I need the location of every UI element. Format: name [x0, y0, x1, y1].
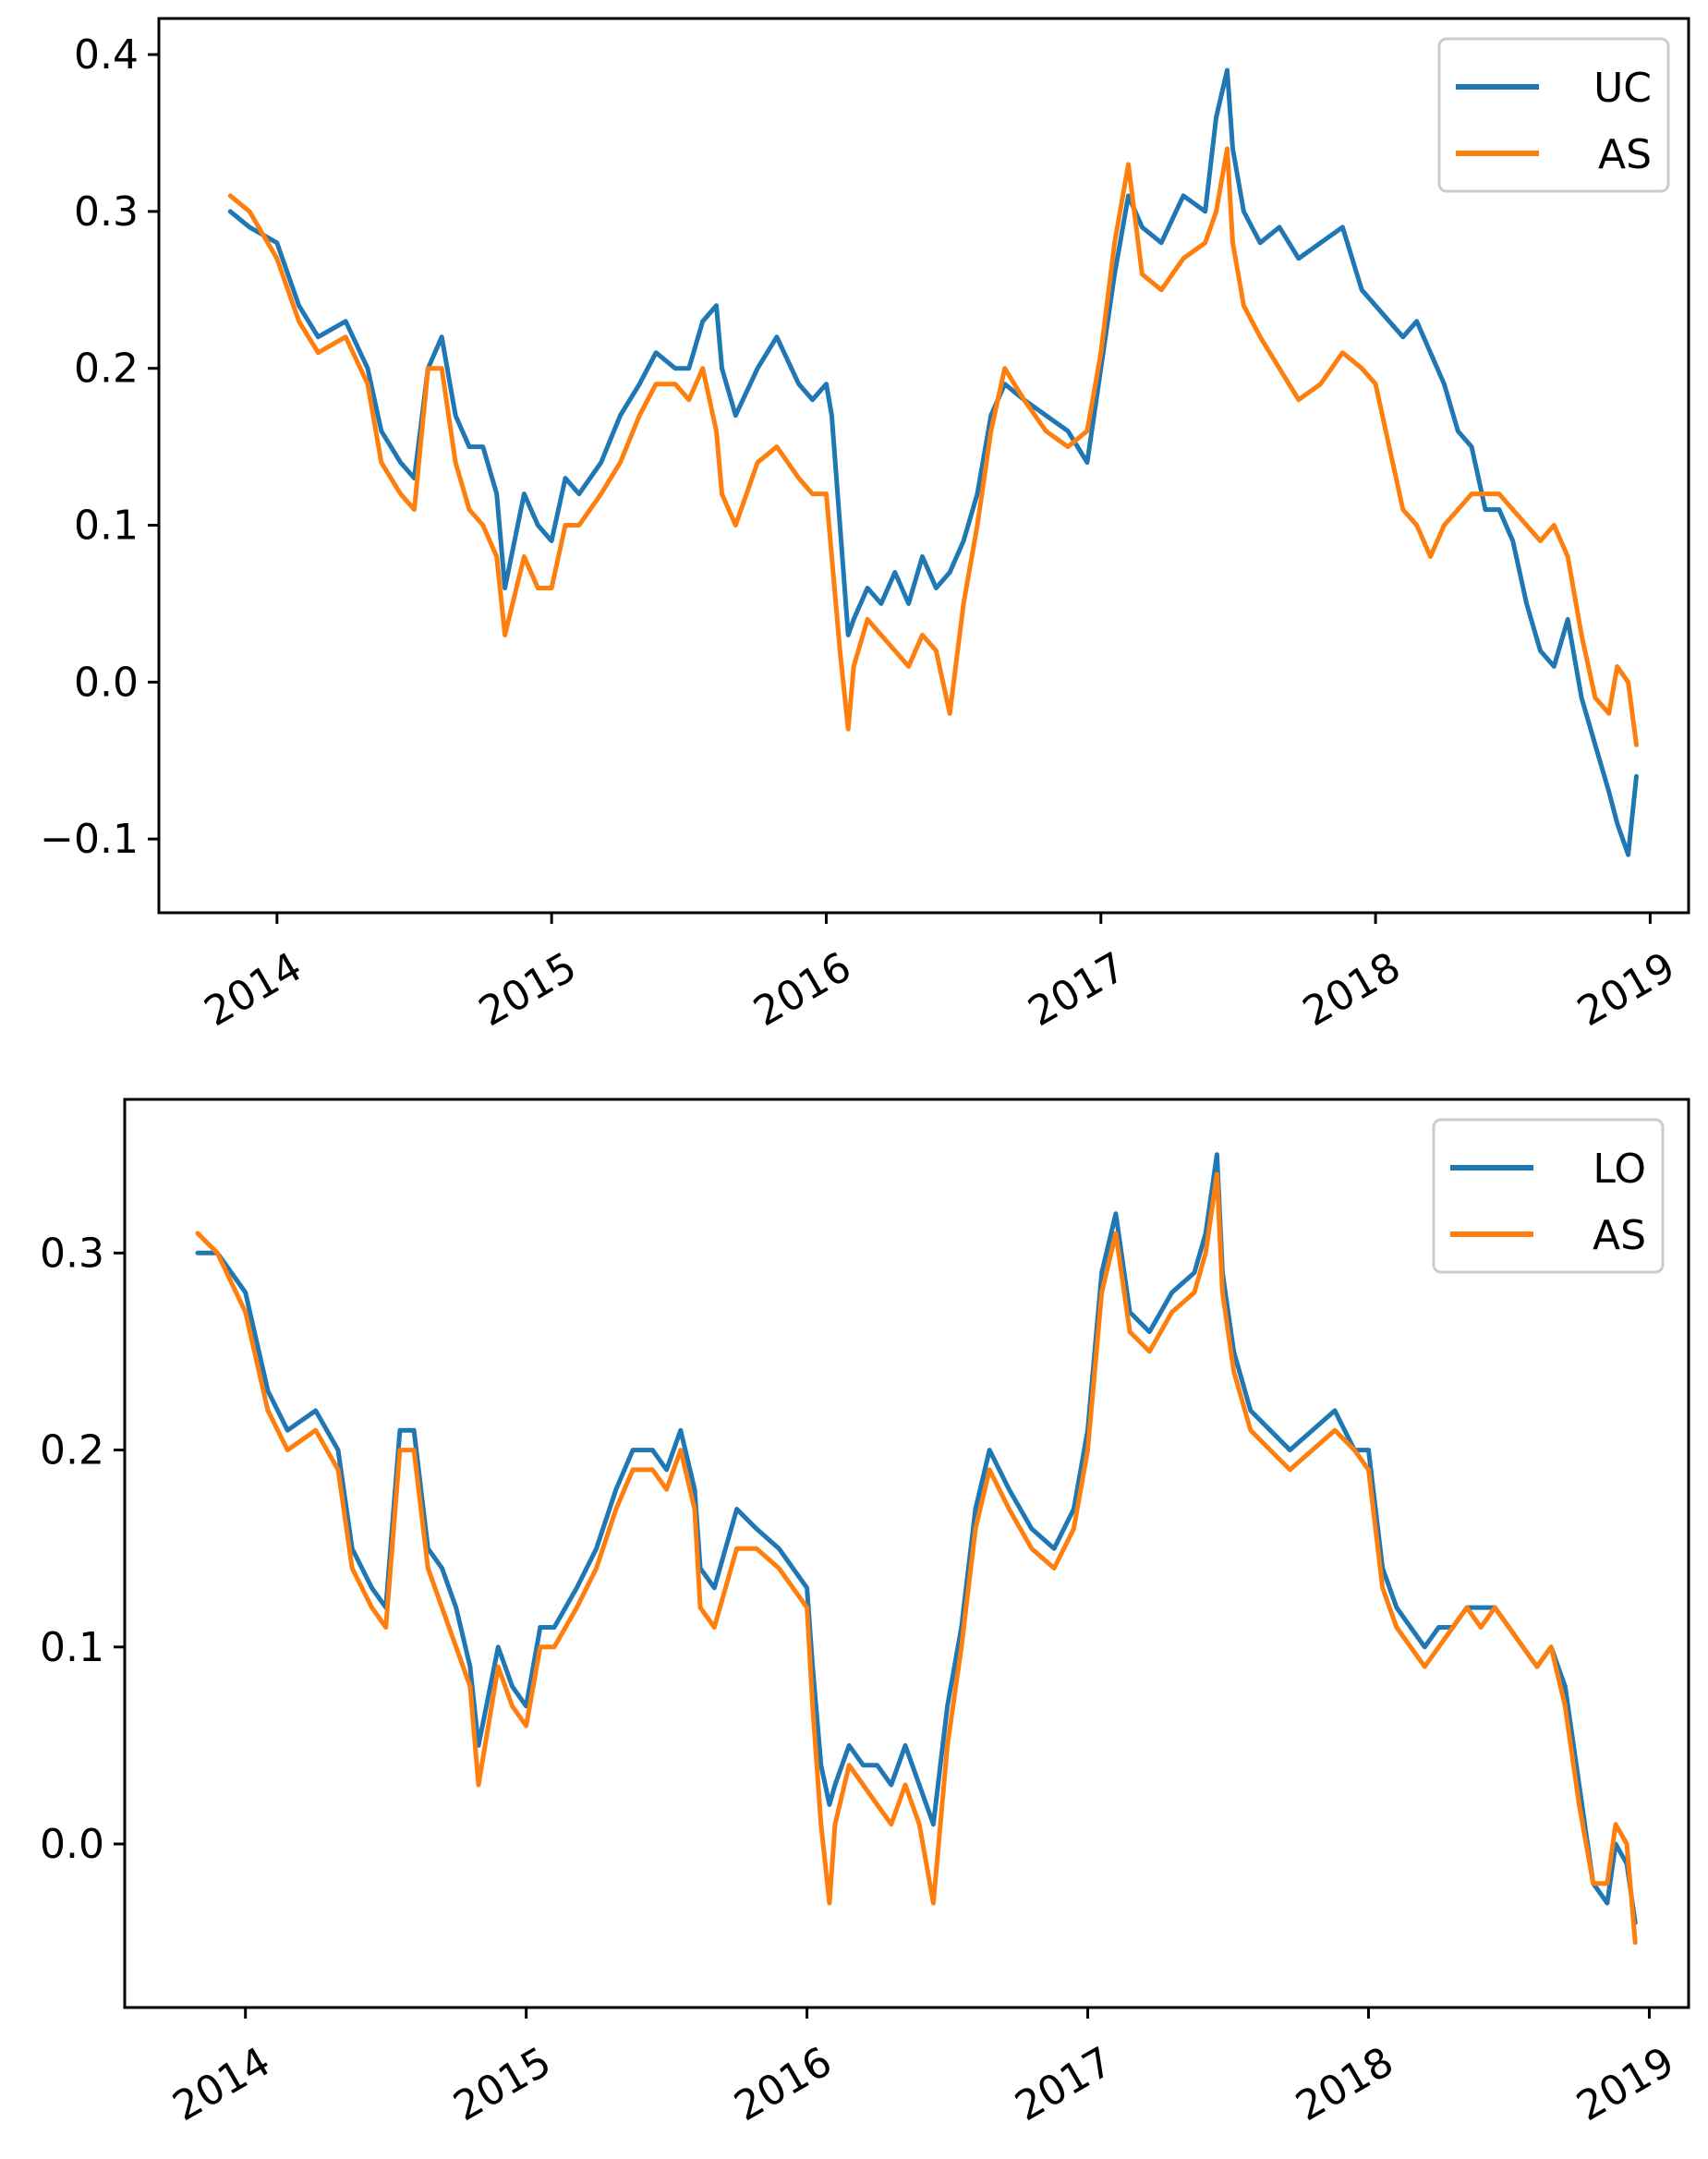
y-tick-label: 0.3 [40, 1230, 104, 1277]
y-tick-label: −0.1 [40, 816, 139, 863]
legend-label-uc: UC [1593, 65, 1652, 112]
y-tick-label: 0.1 [74, 503, 139, 550]
y-tick-label: 0.0 [40, 1821, 104, 1868]
legend: UC AS [1437, 37, 1670, 193]
series-line-as-0 [227, 146, 1639, 747]
legend-label-as: AS [1598, 131, 1652, 178]
y-tick-label: 0.4 [74, 31, 139, 79]
y-tick-label: 0.2 [40, 1427, 104, 1474]
y-tick-label: 0.0 [74, 659, 139, 706]
y-tick-label: 0.3 [74, 188, 139, 236]
series-line-lo-1 [195, 1152, 1638, 1925]
series-line-as-1 [195, 1171, 1638, 1946]
y-tick-label: 0.1 [40, 1624, 104, 1671]
legend-label-lo: LO [1593, 1146, 1646, 1193]
axes-frame [157, 17, 1690, 915]
y-tick-label: 0.2 [74, 346, 139, 393]
axes-frame [123, 1098, 1690, 2009]
series-line-uc-0 [227, 67, 1639, 857]
legend-label-as: AS [1593, 1212, 1646, 1259]
legend: LO AS [1432, 1118, 1665, 1274]
